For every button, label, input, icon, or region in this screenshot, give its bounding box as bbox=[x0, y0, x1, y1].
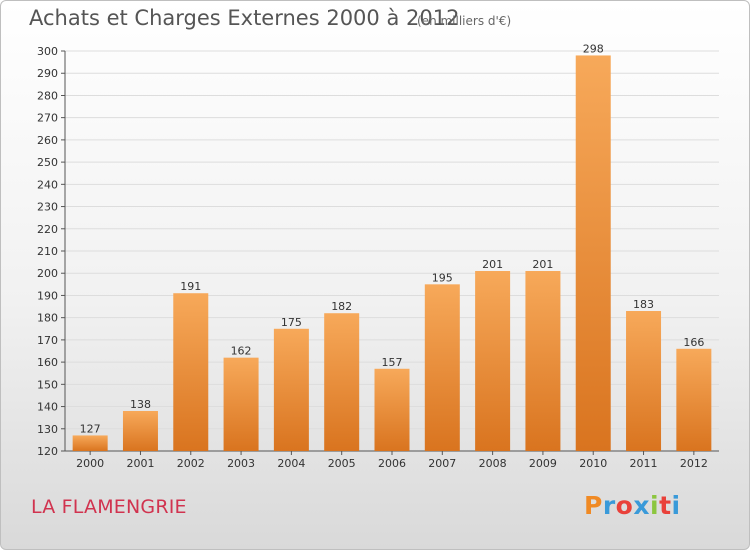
y-tick-label: 270 bbox=[37, 112, 58, 125]
value-label-2002: 191 bbox=[180, 280, 201, 293]
y-tick-label: 140 bbox=[37, 401, 58, 414]
x-tick-label-2009: 2009 bbox=[529, 457, 557, 470]
x-tick-label-2012: 2012 bbox=[680, 457, 708, 470]
value-label-2011: 183 bbox=[633, 298, 654, 311]
logo-letter: i bbox=[650, 491, 660, 520]
value-label-2003: 162 bbox=[231, 345, 252, 358]
bar-2000[interactable] bbox=[72, 435, 108, 451]
logo-letter: i bbox=[671, 491, 681, 520]
y-tick-label: 180 bbox=[37, 312, 58, 325]
bar-2006[interactable] bbox=[374, 368, 410, 451]
x-tick-label-2008: 2008 bbox=[479, 457, 507, 470]
x-tick-label-2010: 2010 bbox=[579, 457, 607, 470]
y-tick-label: 150 bbox=[37, 378, 58, 391]
x-tick-label-2004: 2004 bbox=[277, 457, 305, 470]
bar-2011[interactable] bbox=[626, 311, 662, 451]
value-label-2008: 201 bbox=[482, 258, 503, 271]
value-label-2010: 298 bbox=[583, 42, 604, 55]
y-tick-label: 170 bbox=[37, 334, 58, 347]
y-tick-labels: 120 130 140 150 160 170 180 190 200 210 220 230 240 2… bbox=[37, 45, 58, 458]
value-label-2006: 157 bbox=[382, 356, 403, 369]
x-tick-label-2003: 2003 bbox=[227, 457, 255, 470]
y-tick-label: 280 bbox=[37, 89, 58, 102]
x-tick-label-2000: 2000 bbox=[76, 457, 104, 470]
bar-2004[interactable] bbox=[273, 328, 309, 451]
bar-2001[interactable] bbox=[122, 411, 158, 451]
bars bbox=[72, 55, 712, 451]
bar-2010[interactable] bbox=[575, 55, 611, 451]
y-tick-label: 290 bbox=[37, 67, 58, 80]
bar-2009[interactable] bbox=[525, 271, 561, 451]
logo-letter: r bbox=[602, 491, 616, 520]
logo-letter: t bbox=[659, 491, 672, 520]
y-tick-label: 210 bbox=[37, 245, 58, 258]
x-tick-label-2001: 2001 bbox=[126, 457, 154, 470]
value-label-2012: 166 bbox=[683, 336, 704, 349]
value-label-2001: 138 bbox=[130, 398, 151, 411]
y-tick-label: 260 bbox=[37, 134, 58, 147]
logo-letter: o bbox=[615, 491, 634, 520]
y-tick-label: 250 bbox=[37, 156, 58, 169]
logo-letter: x bbox=[633, 491, 650, 520]
y-tick-label: 300 bbox=[37, 45, 58, 58]
y-tick-label: 220 bbox=[37, 223, 58, 236]
y-tick-label: 230 bbox=[37, 201, 58, 214]
value-label-2005: 182 bbox=[331, 300, 352, 313]
value-label-2009: 201 bbox=[532, 258, 553, 271]
logo-letter: P bbox=[584, 491, 603, 520]
value-label-2000: 127 bbox=[80, 422, 101, 435]
x-tick-label-2007: 2007 bbox=[428, 457, 456, 470]
y-tick-label: 120 bbox=[37, 445, 58, 458]
bar-2007[interactable] bbox=[424, 284, 460, 451]
x-tick-label-2011: 2011 bbox=[630, 457, 658, 470]
value-label-2007: 195 bbox=[432, 271, 453, 284]
chart-title: Achats et Charges Externes 2000 à 2012 bbox=[29, 6, 460, 30]
y-tick-label: 130 bbox=[37, 423, 58, 436]
bar-2008[interactable] bbox=[475, 271, 511, 451]
y-tick-label: 240 bbox=[37, 178, 58, 191]
bar-2003[interactable] bbox=[223, 357, 259, 451]
x-tick-labels: 2000 2001 2002 2003 2004 2005 2006 2007 2008 2009… bbox=[76, 457, 708, 470]
value-label-2004: 175 bbox=[281, 316, 302, 329]
bar-2002[interactable] bbox=[173, 293, 209, 451]
bar-2005[interactable] bbox=[324, 313, 360, 451]
x-tick-label-2005: 2005 bbox=[328, 457, 356, 470]
y-tick-label: 160 bbox=[37, 356, 58, 369]
chart-subtitle: (en milliers d'€) bbox=[417, 14, 512, 28]
proxiti-logo[interactable]: Proxiti bbox=[584, 491, 681, 520]
x-tick-label-2002: 2002 bbox=[177, 457, 205, 470]
x-tick-label-2006: 2006 bbox=[378, 457, 406, 470]
y-tick-label: 190 bbox=[37, 289, 58, 302]
y-tick-label: 200 bbox=[37, 267, 58, 280]
value-labels: 127 138 191 162 175 182 157 195 201 201 298 183 166 bbox=[80, 42, 705, 435]
city-name: LA FLAMENGRIE bbox=[31, 496, 187, 518]
bar-2012[interactable] bbox=[676, 348, 712, 451]
